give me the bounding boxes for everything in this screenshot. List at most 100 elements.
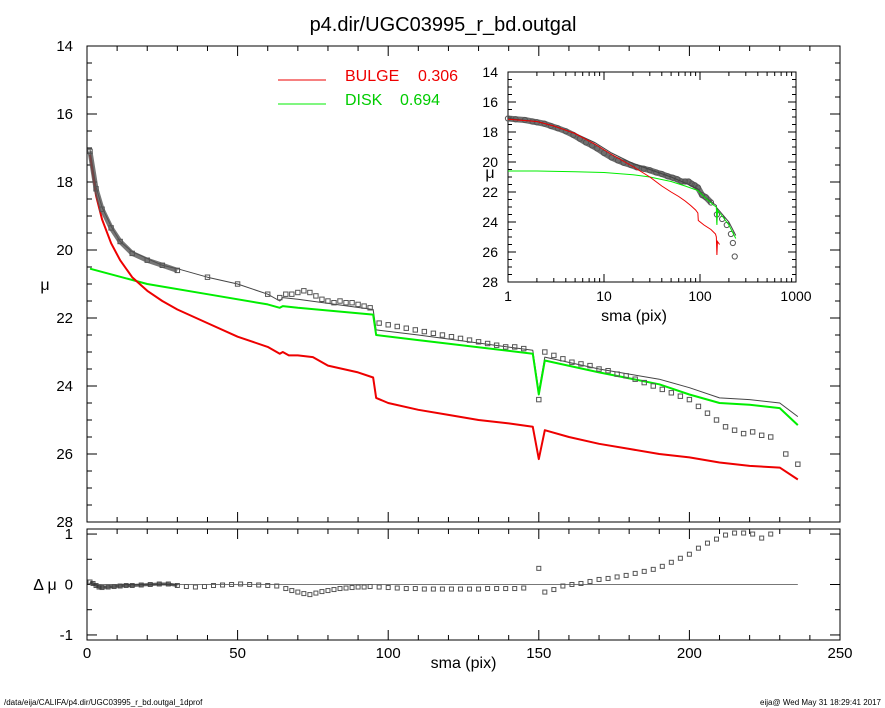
observed-point [758, 432, 765, 439]
residual-point [503, 586, 509, 592]
main-ytick-label: 22 [56, 310, 73, 327]
inset-ytick-label: 20 [482, 154, 498, 170]
legend-disk-value: 0.694 [400, 92, 440, 109]
residual-point [421, 586, 427, 592]
observed-point [475, 339, 482, 345]
residual-point [265, 583, 271, 589]
residual-point [542, 589, 548, 595]
inset-observed-point [731, 253, 738, 260]
residual-point [229, 582, 235, 587]
residual-point [192, 584, 198, 590]
observed-point [695, 403, 702, 410]
residual-point [295, 589, 301, 595]
residual-point [650, 566, 656, 572]
resid-ylabel: Δ μ [33, 577, 56, 594]
main-ytick-label: 18 [56, 174, 73, 191]
observed-point [337, 298, 343, 304]
xtick-label: 100 [376, 645, 401, 662]
xlabel: sma (pix) [431, 655, 497, 672]
observed-point [605, 368, 611, 374]
residual-point [256, 582, 262, 588]
residual-point [361, 584, 367, 590]
residual-point [376, 584, 382, 590]
observed-point [560, 356, 566, 362]
observed-point [403, 325, 409, 331]
observed-point [367, 305, 373, 311]
residual-point [355, 584, 361, 590]
residual-point [307, 592, 313, 598]
residual-point [578, 580, 584, 586]
inset-observed-point [678, 178, 685, 185]
main-ytick-label: 28 [56, 514, 73, 531]
observed-point [614, 371, 620, 377]
residual-point [741, 530, 747, 536]
residual-point [220, 582, 226, 588]
resid-ytick-label: 0 [65, 577, 73, 594]
observed-point [439, 332, 446, 338]
observed-point [731, 427, 738, 433]
observed-point [283, 291, 289, 297]
residual-point [301, 591, 307, 597]
footer-path: /data/eija/CALIFA/p4.dir/UGC03995_r_bd.o… [4, 698, 203, 707]
main-ylabel: μ [40, 277, 49, 294]
residual-point [714, 536, 720, 542]
residual-point [337, 586, 343, 592]
residual-point [343, 585, 349, 591]
residual-point [439, 586, 445, 592]
legend-disk-label: DISK [345, 92, 383, 109]
residual-point [201, 584, 207, 590]
observed-point [722, 424, 729, 430]
residual-point [768, 531, 774, 537]
inset-observed-point [702, 194, 709, 201]
observed-point [704, 410, 711, 416]
residual-dense-band [89, 580, 178, 590]
inset-ylabel: μ [485, 165, 494, 182]
observed-point [448, 334, 455, 340]
residual-point [349, 585, 355, 591]
observed-point [376, 320, 382, 326]
inset-observed-point [600, 149, 608, 157]
residual-point [732, 530, 738, 536]
inset-ytick-label: 22 [482, 184, 498, 200]
observed-point [361, 303, 367, 309]
xtick-label: 50 [229, 645, 246, 662]
observed-point [301, 288, 307, 294]
residual-point [677, 555, 683, 561]
residual-point [750, 531, 756, 537]
main-ytick-label: 26 [56, 446, 73, 463]
inset-ytick-label: 14 [482, 64, 498, 80]
observed-point [650, 383, 656, 389]
observed-point [521, 345, 527, 352]
chart-title: p4.dir/UGC03995_r_bd.outgal [310, 14, 577, 36]
residual-point [723, 532, 729, 538]
residual-point [283, 586, 289, 592]
residual-point [467, 586, 473, 592]
residual-point [587, 578, 593, 584]
residual-point [560, 583, 566, 589]
inset-xlabel: sma (pix) [601, 308, 667, 325]
xtick-label: 200 [677, 645, 702, 662]
observed-point [484, 340, 491, 347]
inset-observed-point [658, 170, 665, 178]
series-disk-line [89, 267, 799, 426]
residual-plot: -1 0 1 0 50 100 150 200 250 sma (pix) Δ μ [33, 526, 852, 672]
observed-point [204, 274, 211, 280]
observed-point [394, 323, 400, 330]
residual-point [686, 551, 692, 557]
observed-point [466, 337, 473, 343]
inset-series-bulge-line [507, 118, 721, 256]
inset-xtick-label: 10 [596, 288, 612, 304]
xtick-label: 0 [83, 645, 91, 662]
observed-point [551, 352, 557, 359]
residual-point [403, 586, 409, 592]
residual-point [313, 590, 319, 596]
xtick-label: 150 [526, 645, 551, 662]
observed-point [632, 376, 638, 382]
observed-point [542, 349, 548, 355]
observed-point [277, 294, 283, 301]
xtick-label: 250 [827, 645, 852, 662]
residual-point [605, 575, 611, 581]
inset-plot: 14 16 18 20 22 24 26 28 1 10 100 1000 sma (pix) μ [482, 64, 811, 325]
observed-point [783, 451, 789, 457]
residual-point [274, 583, 280, 589]
